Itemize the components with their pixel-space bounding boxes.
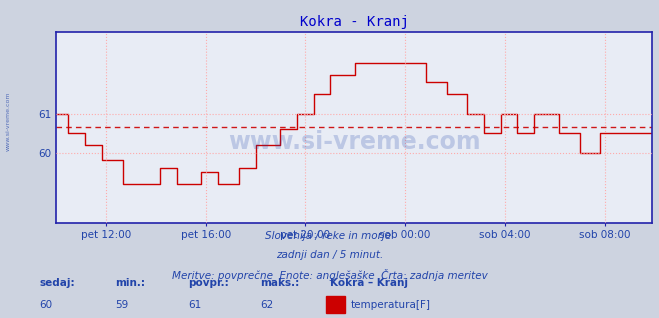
Text: 60: 60 bbox=[40, 301, 53, 310]
Text: povpr.:: povpr.: bbox=[188, 278, 229, 288]
Text: www.si-vreme.com: www.si-vreme.com bbox=[228, 130, 480, 155]
Text: Kokra – Kranj: Kokra – Kranj bbox=[330, 278, 407, 288]
Text: zadnji dan / 5 minut.: zadnji dan / 5 minut. bbox=[276, 250, 383, 259]
Text: maks.:: maks.: bbox=[260, 278, 300, 288]
Text: 61: 61 bbox=[188, 301, 201, 310]
Text: temperatura[F]: temperatura[F] bbox=[351, 300, 430, 310]
Text: 62: 62 bbox=[260, 301, 273, 310]
Text: Slovenija / reke in morje.: Slovenija / reke in morje. bbox=[265, 231, 394, 240]
Title: Kokra - Kranj: Kokra - Kranj bbox=[300, 15, 409, 29]
Text: min.:: min.: bbox=[115, 278, 146, 288]
Text: Meritve: povprečne  Enote: anglešaške  Črta: zadnja meritev: Meritve: povprečne Enote: anglešaške Črt… bbox=[171, 269, 488, 281]
Text: 59: 59 bbox=[115, 301, 129, 310]
Text: sedaj:: sedaj: bbox=[40, 278, 75, 288]
Text: www.si-vreme.com: www.si-vreme.com bbox=[6, 91, 11, 151]
